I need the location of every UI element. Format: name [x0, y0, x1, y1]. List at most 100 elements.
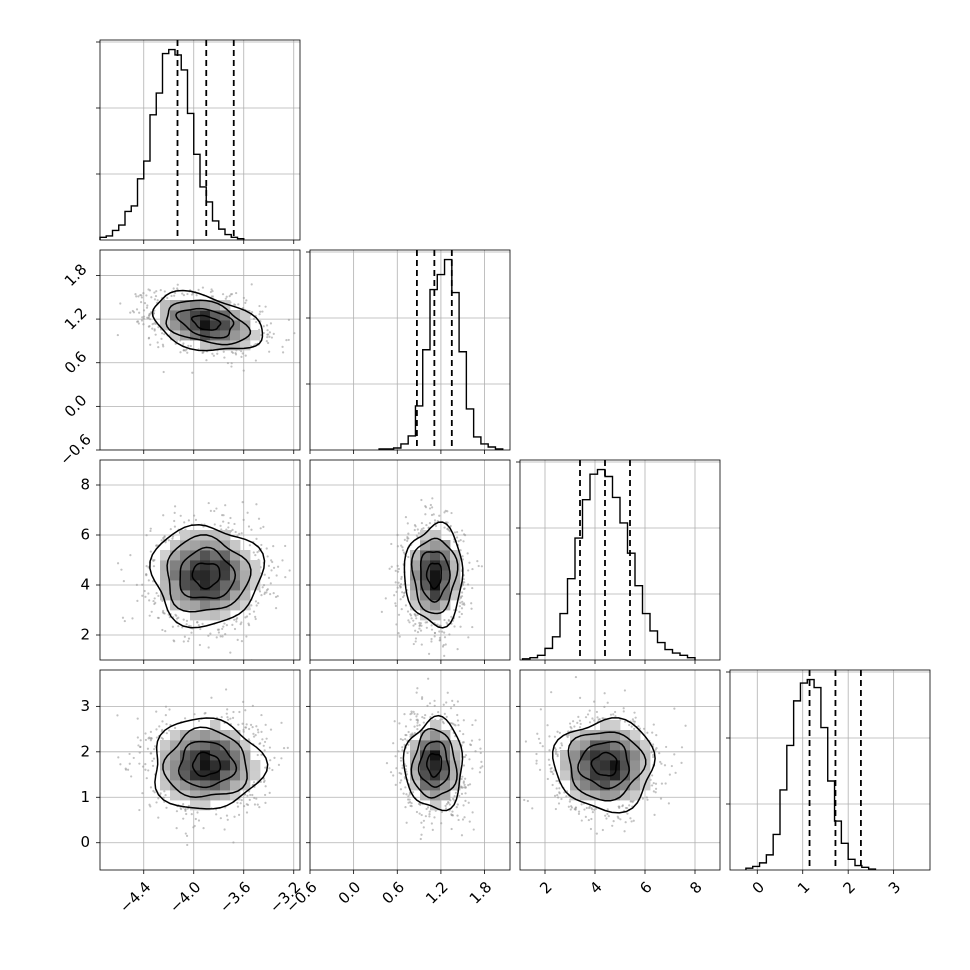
scatter-point	[154, 322, 157, 326]
scatter-point	[145, 574, 148, 577]
density-cell	[230, 340, 241, 351]
density-cell	[200, 540, 211, 551]
scatter-point	[418, 621, 421, 625]
scatter-point	[470, 602, 473, 605]
density-cell	[210, 310, 221, 321]
scatter-point	[660, 762, 663, 765]
density-cell	[230, 770, 241, 781]
scatter-point	[617, 805, 620, 808]
scatter-point	[461, 555, 464, 558]
scatter-point	[141, 583, 144, 586]
scatter-point	[240, 349, 243, 353]
density-cell	[170, 790, 181, 801]
scatter-point	[233, 522, 236, 526]
scatter-point	[137, 322, 140, 325]
density-cell	[570, 770, 581, 781]
scatter-point	[556, 730, 559, 733]
density-cell	[200, 320, 211, 331]
scatter-point	[153, 291, 156, 294]
density-cell	[420, 580, 431, 591]
scatter-point	[461, 741, 464, 744]
density-cell	[210, 590, 221, 601]
scatter-point	[227, 718, 230, 721]
scatter-point	[137, 295, 140, 298]
density-cell	[180, 570, 191, 581]
density-cell	[170, 590, 181, 601]
scatter-point	[219, 524, 222, 527]
scatter-point	[453, 625, 456, 628]
scatter-point	[396, 545, 399, 548]
scatter-point	[415, 617, 418, 620]
density-cell	[570, 740, 581, 751]
density-cell	[210, 770, 221, 781]
scatter-point	[418, 627, 421, 630]
density-cell	[200, 790, 211, 801]
scatter-point	[392, 742, 395, 745]
density-cell	[570, 750, 581, 761]
scatter-point	[275, 574, 278, 577]
scatter-point	[402, 792, 405, 795]
density-cell	[220, 570, 231, 581]
scatter-point	[468, 783, 472, 786]
scatter-point	[243, 804, 246, 808]
scatter-point	[141, 316, 144, 319]
scatter-point	[399, 583, 403, 586]
scatter-point	[567, 730, 570, 733]
scatter-point	[481, 765, 484, 768]
scatter-point	[244, 301, 247, 304]
scatter-point	[119, 302, 122, 305]
density-cell	[160, 560, 171, 571]
scatter-point	[468, 820, 471, 823]
scatter-point	[230, 350, 233, 353]
density-cell	[430, 530, 441, 541]
density-cell	[200, 570, 211, 581]
scatter-point	[572, 720, 575, 723]
density-cell	[640, 740, 651, 751]
density-cell	[220, 320, 231, 331]
histogram-step	[745, 678, 877, 870]
scatter-point	[153, 748, 156, 751]
panel-content	[100, 460, 300, 660]
scatter-point	[651, 753, 655, 757]
density-cell	[570, 760, 581, 771]
density-cell	[210, 600, 221, 611]
scatter-point	[136, 717, 139, 720]
scatter-point	[149, 343, 152, 346]
scatter-point	[123, 619, 126, 623]
density-cell	[250, 580, 261, 591]
scatter-point	[460, 612, 463, 616]
scatter-point	[409, 718, 412, 721]
density-cell	[440, 740, 451, 751]
scatter-point	[416, 721, 419, 724]
scatter-point	[440, 822, 443, 825]
density-cell	[160, 780, 171, 791]
scatter-point	[241, 352, 244, 355]
scatter-point	[536, 732, 539, 735]
scatter-point	[433, 631, 437, 635]
scatter-point	[258, 806, 261, 809]
scatter-point	[410, 617, 413, 620]
scatter-point	[457, 724, 460, 727]
scatter-point	[197, 819, 201, 822]
scatter-point	[153, 298, 157, 301]
density-cell	[600, 790, 611, 801]
scatter-point	[453, 795, 456, 798]
histogram-step	[99, 48, 245, 240]
density-cell	[210, 330, 221, 341]
scatter-point	[185, 619, 189, 622]
scatter-point	[461, 600, 464, 603]
density-cell	[170, 560, 181, 571]
scatter-point	[614, 715, 617, 718]
scatter-point	[225, 624, 228, 627]
contour-line-2	[166, 534, 252, 613]
scatter-point	[161, 720, 164, 723]
scatter-point	[162, 514, 165, 517]
scatter-point	[406, 610, 410, 613]
density-cell	[620, 750, 631, 761]
scatter-point	[471, 811, 474, 814]
scatter-point	[403, 591, 407, 594]
density-cell	[200, 780, 211, 791]
density-cell	[430, 790, 441, 801]
scatter-point	[144, 768, 147, 771]
scatter-point	[273, 756, 276, 759]
